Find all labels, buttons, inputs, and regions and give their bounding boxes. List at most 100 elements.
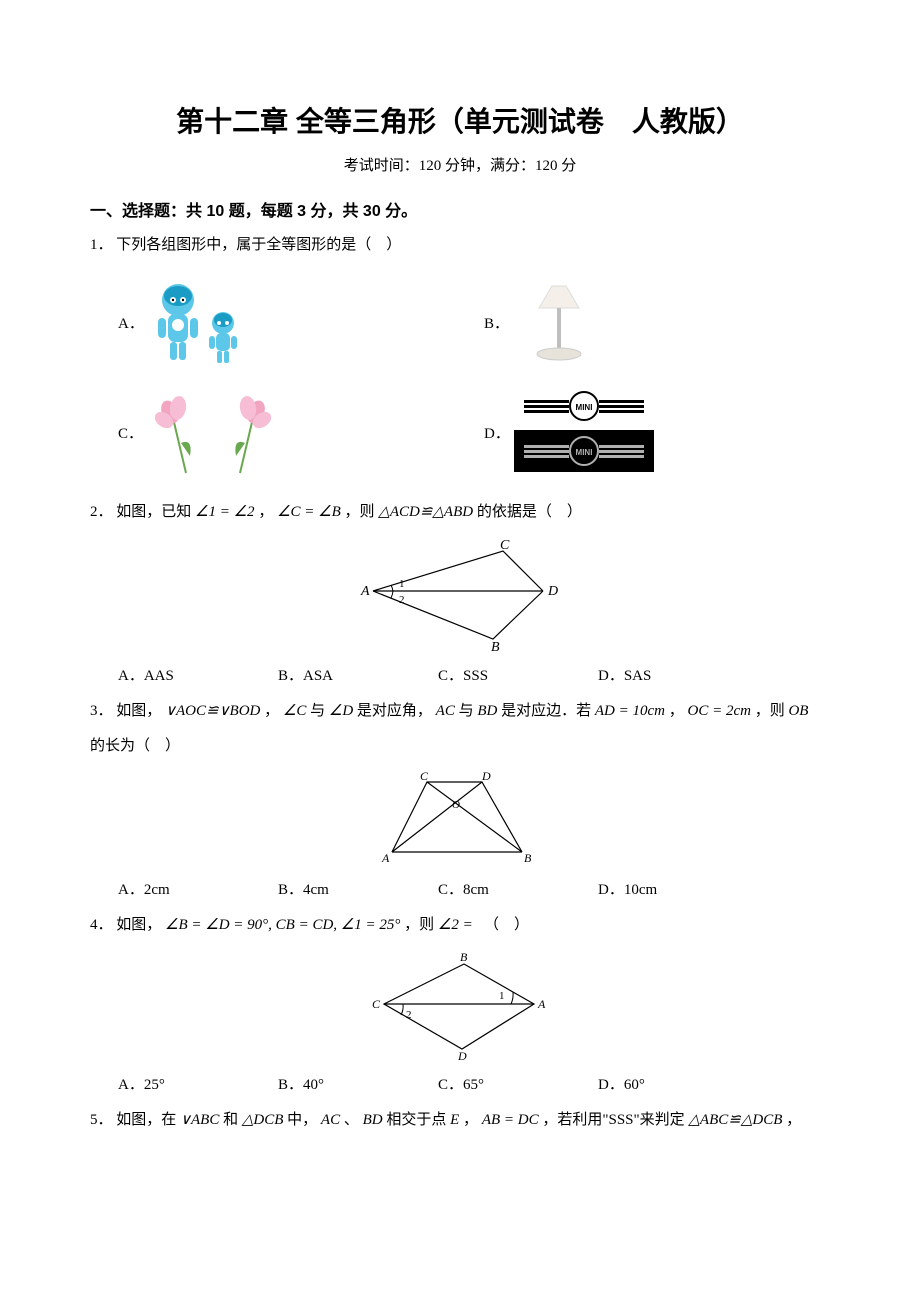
cartoon-figures-icon xyxy=(148,278,268,368)
q3-s2: ， xyxy=(669,703,684,719)
q3-t3: 是对应角， xyxy=(357,703,432,719)
q2-t2: ，则 xyxy=(345,504,375,520)
q5-m7: △ABC≌△DCB xyxy=(688,1112,782,1128)
q5-m4: BD xyxy=(363,1112,383,1128)
question-2: 2． 如图，已知 ∠1 = ∠2 ， ∠C = ∠B ，则 △ACD≌△ABD … xyxy=(90,498,830,527)
q3-crossed-triangles-figure: A B C D O xyxy=(380,770,540,865)
svg-text:2: 2 xyxy=(406,1009,412,1021)
q1-optA-letter: A． xyxy=(118,312,148,333)
q3-optC: C．8cm xyxy=(438,878,598,899)
q1-option-c: C． xyxy=(118,388,464,478)
q5-t5: ， xyxy=(463,1112,478,1128)
svg-text:A: A xyxy=(381,851,390,865)
q5-m3: AC xyxy=(321,1112,340,1128)
svg-text:D: D xyxy=(547,584,558,599)
svg-text:B: B xyxy=(491,640,500,651)
q5-m6: AB = DC xyxy=(482,1112,539,1128)
q3-m8: OB xyxy=(788,703,808,719)
q2-options: A．AAS B．ASA C．SSS D．SAS xyxy=(118,664,830,685)
svg-text:MINI: MINI xyxy=(576,403,593,412)
q4-m1: ∠B = ∠D = 90°, CB = CD, ∠1 = 25° xyxy=(165,917,400,933)
q4-t1: ，则 xyxy=(404,917,434,933)
q4-kite-figure: A B C D 1 2 xyxy=(370,950,550,1060)
q1-option-a: A． xyxy=(118,278,464,368)
svg-text:A: A xyxy=(537,997,546,1011)
q1-optD-letter: D． xyxy=(484,422,514,443)
question-4: 4． 如图， ∠B = ∠D = 90°, CB = CD, ∠1 = 25° … xyxy=(90,911,830,940)
page-title: 第十二章 全等三角形（单元测试卷 人教版） xyxy=(90,100,830,140)
q3-m2: ∠C xyxy=(283,703,306,719)
q3-t2: 与 xyxy=(310,703,329,719)
svg-text:B: B xyxy=(524,851,532,865)
q2-optB: B．ASA xyxy=(278,664,438,685)
q1-option-b: B． xyxy=(484,278,830,368)
q4-m2: ∠2 = xyxy=(438,917,473,933)
q4-t2: （ ） xyxy=(476,917,529,933)
q4-number: 4． xyxy=(90,917,113,933)
exam-info: 考试时间：120 分钟，满分：120 分 xyxy=(90,154,830,175)
q4-options: A．25° B．40° C．65° D．60° xyxy=(118,1073,830,1094)
q3-m4: AC xyxy=(436,703,455,719)
q1-optD-image: MINI MINI xyxy=(514,388,714,478)
q4-optD: D．60° xyxy=(598,1073,758,1094)
q4-optC: C．65° xyxy=(438,1073,598,1094)
q3-number: 3． xyxy=(90,703,113,719)
q5-t0: 如图，在 xyxy=(116,1112,176,1128)
svg-text:B: B xyxy=(460,950,468,964)
q1-optB-letter: B． xyxy=(484,312,514,333)
q4-optB: B．40° xyxy=(278,1073,438,1094)
q3-t0: 如图， xyxy=(116,703,161,719)
q5-m1: ∨ABC xyxy=(180,1112,219,1128)
q3-tail: 的长为（ ） xyxy=(90,732,830,761)
q3-diagram: A B C D O xyxy=(90,770,830,870)
q3-m5: BD xyxy=(477,703,497,719)
q3-m7: OC = 2cm xyxy=(688,703,751,719)
q5-t1: 和 xyxy=(223,1112,242,1128)
q2-number: 2． xyxy=(90,504,113,520)
q5-number: 5． xyxy=(90,1112,113,1128)
svg-text:C: C xyxy=(420,770,429,783)
flowers-icon xyxy=(148,388,288,478)
q3-m1: ∨AOC≌∨BOD xyxy=(165,703,260,719)
svg-text:C: C xyxy=(500,538,510,553)
svg-text:1: 1 xyxy=(499,990,505,1002)
question-3: 3． 如图， ∨AOC≌∨BOD ， ∠C 与 ∠D 是对应角， AC 与 BD… xyxy=(90,697,830,726)
q5-t4: 相交于点 xyxy=(386,1112,450,1128)
q1-option-d: D． MINI xyxy=(484,388,830,478)
q3-m6: AD = 10cm xyxy=(595,703,665,719)
q2-t3: 的依据是（ ） xyxy=(477,504,582,520)
svg-text:D: D xyxy=(457,1049,467,1060)
q3-optD: D．10cm xyxy=(598,878,758,899)
svg-text:MINI: MINI xyxy=(576,448,593,457)
svg-text:A: A xyxy=(360,584,370,599)
question-5: 5． 如图，在 ∨ABC 和 △DCB 中， AC 、 BD 相交于点 E ， … xyxy=(90,1106,830,1135)
q4-optA: A．25° xyxy=(118,1073,278,1094)
section-1-header: 一、选择题：共 10 题，每题 3 分，共 30 分。 xyxy=(90,197,830,221)
q2-optD: D．SAS xyxy=(598,664,758,685)
q1-optB-image xyxy=(514,278,714,368)
lamp-icon xyxy=(514,278,604,368)
q3-m3: ∠D xyxy=(329,703,353,719)
q2-optC: C．SSS xyxy=(438,664,598,685)
q2-m1: ∠1 = ∠2 xyxy=(195,504,255,520)
q1-optA-image xyxy=(148,278,348,368)
q2-s1: ， xyxy=(258,504,273,520)
q5-t2: 中， xyxy=(287,1112,317,1128)
svg-text:2: 2 xyxy=(399,594,405,606)
q2-m3: △ACD≌△ABD xyxy=(378,504,473,520)
q3-t4: 与 xyxy=(459,703,478,719)
q3-t6: ，则 xyxy=(755,703,785,719)
mini-logo-icon: MINI MINI xyxy=(514,388,654,478)
q2-optA: A．AAS xyxy=(118,664,278,685)
q5-t3: 、 xyxy=(344,1112,359,1128)
q5-m5: E xyxy=(450,1112,459,1128)
q5-t7: ， xyxy=(786,1112,801,1128)
q1-image-options: A． xyxy=(118,278,830,478)
q1-number: 1． xyxy=(90,237,113,253)
q1-text: 下列各组图形中，属于全等图形的是（ ） xyxy=(116,237,401,253)
q1-optC-letter: C． xyxy=(118,422,148,443)
q3-t5: 是对应边．若 xyxy=(501,703,595,719)
q5-t6: ，若利用"SSS"来判定 xyxy=(542,1112,688,1128)
q4-t0: 如图， xyxy=(116,917,161,933)
question-1: 1． 下列各组图形中，属于全等图形的是（ ） xyxy=(90,231,830,260)
